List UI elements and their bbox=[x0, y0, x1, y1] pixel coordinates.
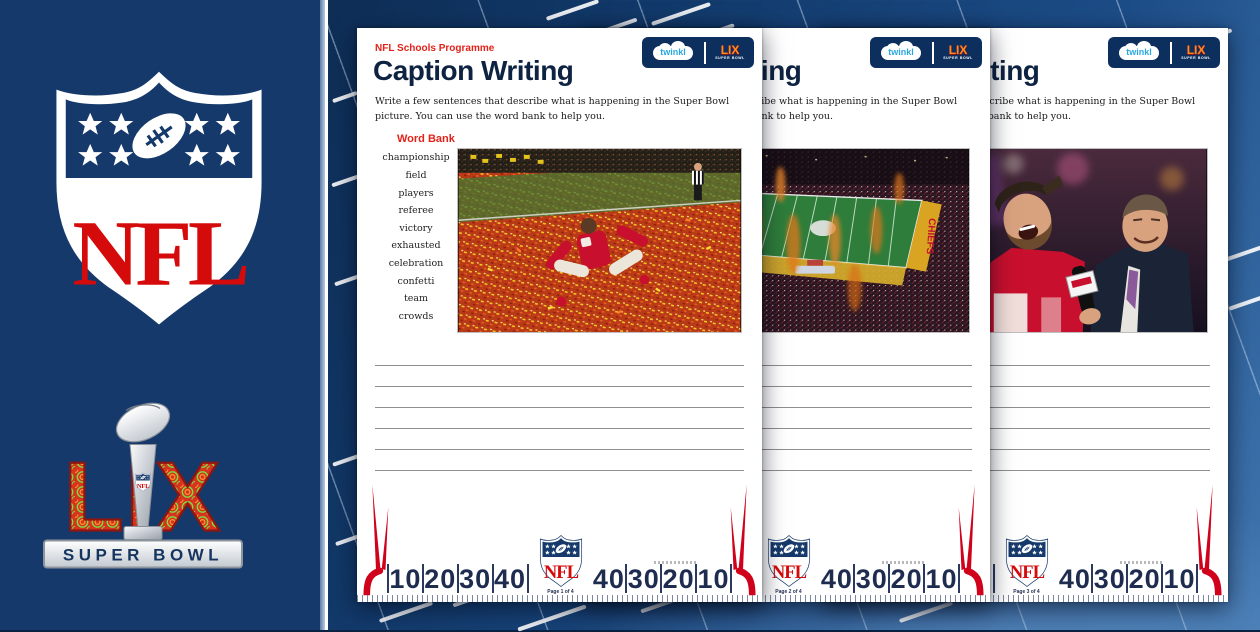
badge-divider bbox=[704, 41, 707, 64]
writing-line bbox=[841, 366, 1210, 388]
yard-ruler bbox=[357, 595, 762, 602]
worksheet-page-1: twinkl LIX SUPER BOWL NFL Schools Progra… bbox=[357, 28, 762, 602]
yard-number: 10 bbox=[1163, 564, 1196, 594]
writing-line bbox=[603, 408, 972, 430]
badge-divider bbox=[932, 41, 935, 64]
writing-line bbox=[375, 387, 744, 409]
twinkl-lix-badge: twinkl LIX SUPER BOWL bbox=[1108, 37, 1220, 68]
writing-line bbox=[841, 387, 1210, 409]
yard-ruler bbox=[823, 595, 1228, 602]
lombardi-trophy bbox=[115, 402, 171, 540]
word-bank-item: team bbox=[403, 293, 429, 305]
nfl-shield-logo bbox=[48, 50, 270, 346]
yard-numbers-row: 10 20 30 40 Page 1 of 4 40 30 20 10 bbox=[387, 535, 732, 595]
word-bank-item: championship bbox=[382, 152, 450, 164]
word-bank-item: field bbox=[405, 169, 427, 181]
word-bank-list: championship field players referee victo… bbox=[375, 148, 457, 333]
yard-number: 40 bbox=[1058, 564, 1091, 594]
writing-line bbox=[841, 429, 1210, 451]
yard-number: 20 bbox=[1128, 564, 1161, 594]
programme-eyebrow: NFL Schools Programme bbox=[375, 43, 495, 54]
super-bowl-lix-logo: LIX SUPER BOWL bbox=[43, 402, 243, 569]
yard-number: 20 bbox=[424, 564, 457, 594]
fine-print-mark bbox=[654, 561, 696, 564]
footer-nfl-shield: Page 3 of 4 bbox=[995, 535, 1059, 595]
twinkl-lix-badge: twinkl LIX SUPER BOWL bbox=[870, 37, 982, 68]
writing-line bbox=[841, 450, 1210, 472]
player-confetti-angel bbox=[545, 218, 650, 307]
nfl-shield-icon bbox=[1005, 535, 1049, 587]
writing-line bbox=[603, 366, 972, 388]
fine-print-mark bbox=[1120, 561, 1162, 564]
writing-line bbox=[375, 429, 744, 451]
yard-number: 30 bbox=[459, 564, 492, 594]
writing-line bbox=[375, 408, 744, 430]
yard-number: 40 bbox=[592, 564, 625, 594]
super-bowl-banner-text: SUPER BOWL bbox=[63, 546, 223, 565]
writing-line bbox=[603, 345, 972, 367]
yard-number: 40 bbox=[820, 564, 853, 594]
yard-number: 10 bbox=[925, 564, 958, 594]
word-bank-item: victory bbox=[399, 222, 433, 234]
endzone-text: CHIEFS bbox=[924, 218, 938, 255]
left-brand-panel: LIX SUPER BOWL bbox=[0, 0, 320, 630]
word-bank-item: referee bbox=[398, 205, 434, 217]
nfl-shield-icon bbox=[539, 535, 583, 587]
word-bank-item: exhausted bbox=[391, 240, 441, 252]
word-bank-label: Word Bank bbox=[397, 133, 455, 146]
page-title: Caption Writing bbox=[373, 55, 574, 86]
mini-lix-logo: LIX SUPER BOWL bbox=[1181, 43, 1211, 61]
yard-number: 40 bbox=[494, 564, 527, 594]
twinkl-lix-badge: twinkl LIX SUPER BOWL bbox=[642, 37, 754, 68]
referee-figure bbox=[691, 163, 704, 201]
mini-lix-logo: LIX SUPER BOWL bbox=[943, 43, 973, 61]
word-bank-item: players bbox=[398, 187, 434, 199]
fine-print-mark bbox=[882, 561, 924, 564]
page-number-label: Page 1 of 4 bbox=[547, 589, 574, 595]
instructions-text: Write a few sentences that describe what… bbox=[375, 96, 730, 123]
field-footer: 10 20 30 40 Page 1 of 4 40 30 20 10 bbox=[357, 482, 762, 602]
yard-number: 10 bbox=[697, 564, 730, 594]
yard-number: 30 bbox=[627, 564, 660, 594]
page-number-label: Page 2 of 4 bbox=[775, 589, 802, 595]
writing-line bbox=[603, 450, 972, 472]
writing-line bbox=[841, 408, 1210, 430]
yard-number: 30 bbox=[1093, 564, 1126, 594]
badge-divider bbox=[1170, 41, 1173, 64]
footer-nfl-shield: Page 1 of 4 bbox=[529, 535, 593, 595]
yard-ruler bbox=[585, 595, 990, 602]
writing-line bbox=[375, 366, 744, 388]
yard-number: 20 bbox=[890, 564, 923, 594]
word-bank-item: crowds bbox=[398, 310, 434, 322]
microphone bbox=[1065, 266, 1101, 325]
writing-line bbox=[841, 345, 1210, 367]
word-bank-item: celebration bbox=[388, 257, 444, 269]
super-bowl-banner: SUPER BOWL bbox=[43, 539, 243, 569]
panel-divider bbox=[320, 0, 325, 630]
page-number-label: Page 3 of 4 bbox=[1013, 589, 1040, 595]
twinkl-logo: twinkl bbox=[879, 40, 923, 63]
yard-number: 10 bbox=[389, 564, 422, 594]
writing-line bbox=[375, 450, 744, 472]
writing-line bbox=[375, 345, 744, 367]
yard-number: 20 bbox=[662, 564, 695, 594]
twinkl-logo: twinkl bbox=[1117, 40, 1161, 63]
word-bank-item: confetti bbox=[397, 275, 435, 287]
yard-number: 30 bbox=[855, 564, 888, 594]
interviewer-figure bbox=[1090, 194, 1194, 333]
twinkl-logo: twinkl bbox=[651, 40, 695, 63]
footer-nfl-shield: Page 2 of 4 bbox=[757, 535, 821, 595]
writing-line bbox=[603, 387, 972, 409]
panel-divider-line bbox=[325, 0, 328, 630]
twinkl-label: twinkl bbox=[888, 46, 914, 57]
photo-confetti-angel bbox=[457, 148, 742, 334]
twinkl-label: twinkl bbox=[1126, 46, 1152, 57]
mini-lix-logo: LIX SUPER BOWL bbox=[715, 43, 745, 61]
nfl-shield-icon bbox=[767, 535, 811, 587]
player-figure bbox=[979, 175, 1085, 333]
writing-line bbox=[603, 429, 972, 451]
writing-lines bbox=[375, 345, 744, 494]
twinkl-label: twinkl bbox=[660, 46, 686, 57]
